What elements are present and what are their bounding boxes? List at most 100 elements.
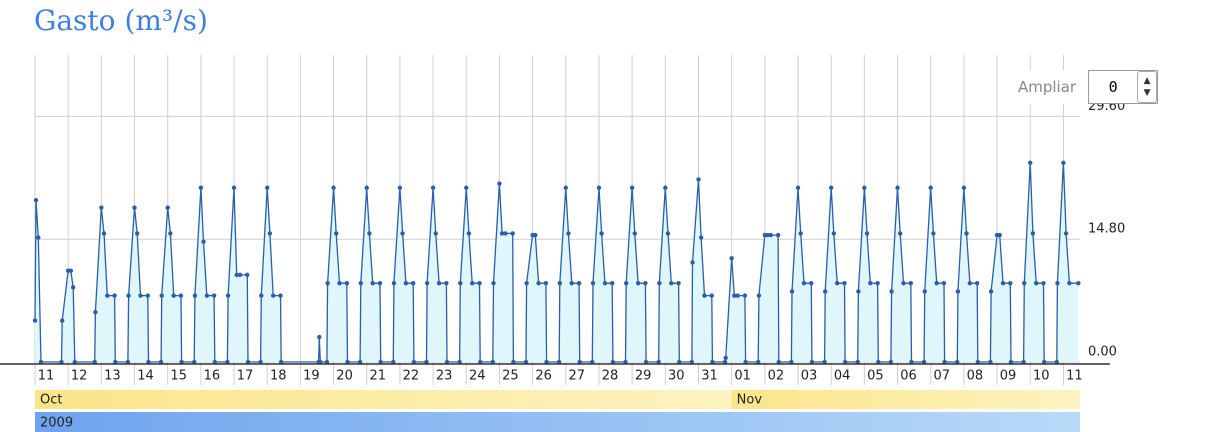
point	[391, 280, 397, 286]
point	[410, 280, 416, 286]
point	[931, 231, 936, 236]
point	[908, 280, 914, 286]
point	[125, 359, 131, 365]
zoom-value[interactable]: 0	[1108, 78, 1118, 96]
point	[629, 185, 635, 190]
point	[842, 359, 848, 365]
point	[1022, 280, 1027, 286]
point	[278, 293, 283, 298]
point	[318, 359, 323, 365]
x-tick-label: 02	[768, 369, 785, 384]
point	[997, 232, 1002, 238]
chart-title: Gasto (m³/s)	[34, 4, 208, 37]
point	[424, 359, 429, 365]
x-tick-label: 11	[38, 369, 55, 384]
area	[35, 162, 1079, 362]
point	[732, 293, 737, 298]
point	[1041, 359, 1047, 365]
point	[126, 293, 131, 298]
point	[231, 185, 237, 190]
point	[1076, 280, 1081, 286]
x-tick-label: 19	[303, 369, 320, 384]
year-band	[35, 412, 1080, 432]
point	[524, 280, 529, 286]
point	[823, 289, 828, 294]
point	[477, 280, 482, 286]
x-tick-label: 08	[967, 369, 984, 384]
point	[367, 231, 372, 236]
point	[856, 289, 861, 294]
x-tick-label: 30	[668, 369, 685, 384]
point	[497, 181, 502, 186]
point	[677, 359, 682, 365]
point	[1000, 280, 1006, 286]
point	[809, 359, 815, 365]
point	[610, 359, 616, 365]
point	[464, 185, 469, 190]
x-tick-label: 22	[403, 369, 420, 384]
x-tick-label: 09	[1000, 369, 1017, 384]
point	[909, 359, 914, 365]
point	[798, 231, 803, 236]
zoom-spinner[interactable]: ▲ ▼	[1137, 71, 1158, 103]
point	[457, 359, 462, 365]
point	[101, 231, 107, 236]
point	[324, 359, 330, 365]
point	[921, 359, 927, 365]
point	[743, 359, 748, 365]
point	[657, 280, 662, 286]
x-tick-label: 15	[170, 369, 187, 384]
point	[776, 359, 781, 365]
point	[855, 359, 860, 365]
point	[765, 232, 770, 238]
point	[168, 231, 173, 236]
point	[789, 359, 794, 365]
point	[510, 231, 515, 236]
point	[735, 293, 740, 298]
point	[822, 359, 827, 365]
point	[433, 231, 438, 236]
point	[1067, 280, 1072, 286]
point	[895, 185, 900, 190]
point	[145, 293, 150, 298]
point	[212, 359, 218, 365]
point	[267, 231, 273, 236]
x-tick-label: 25	[502, 369, 519, 384]
point	[278, 359, 284, 365]
point	[862, 185, 867, 190]
point	[59, 359, 64, 365]
point	[225, 293, 231, 298]
point	[1054, 359, 1059, 365]
point	[370, 280, 375, 286]
point	[934, 280, 939, 286]
point	[964, 231, 969, 236]
month-label: Nov	[737, 393, 763, 408]
point	[536, 280, 541, 286]
point	[702, 293, 707, 298]
point	[466, 231, 472, 236]
point	[430, 185, 436, 190]
point	[424, 280, 430, 286]
point	[557, 280, 563, 286]
point	[596, 185, 602, 190]
point	[975, 359, 981, 365]
point	[113, 359, 118, 365]
zoom-control: Ampliar 0 ▲ ▼	[1018, 70, 1159, 104]
point	[270, 293, 276, 298]
point	[868, 280, 873, 286]
point	[756, 359, 761, 365]
point	[225, 359, 230, 365]
x-tick-label: 11	[1066, 369, 1083, 384]
point	[192, 293, 198, 298]
point	[795, 185, 801, 190]
point	[1061, 160, 1066, 166]
point	[875, 280, 880, 286]
y-tick-label: 0.00	[1088, 345, 1117, 360]
point	[709, 293, 714, 298]
point	[876, 359, 881, 365]
point	[478, 359, 483, 365]
zoom-input[interactable]: 0 ▲ ▼	[1088, 70, 1159, 104]
point	[138, 293, 143, 298]
x-tick-label: 18	[270, 369, 287, 384]
